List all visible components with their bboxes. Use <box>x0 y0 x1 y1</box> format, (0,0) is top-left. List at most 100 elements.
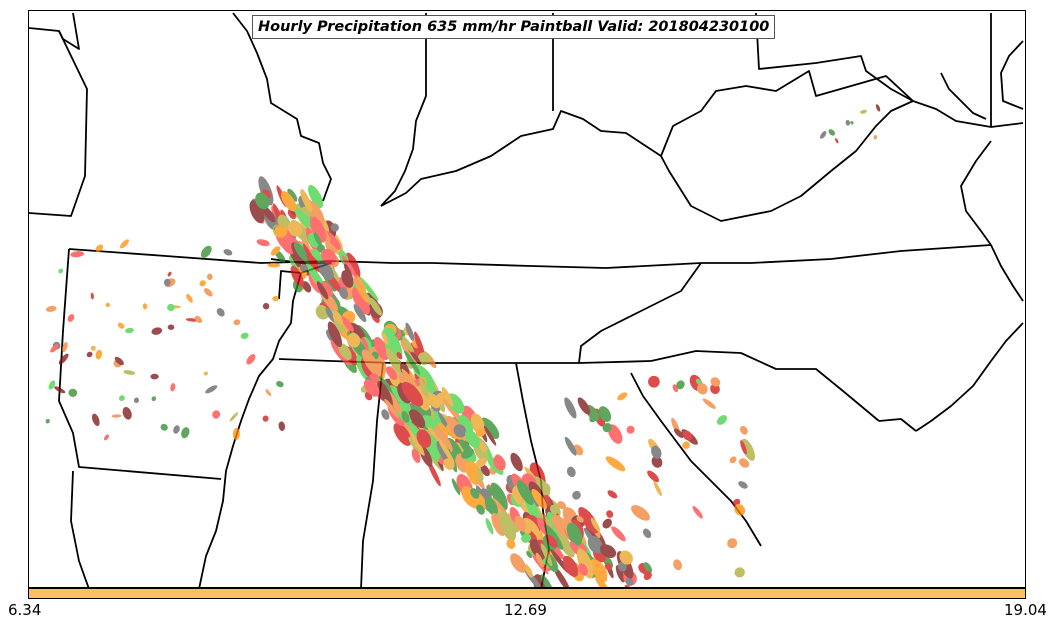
precip-blob <box>478 442 488 452</box>
precip-blob <box>480 464 490 477</box>
precip-blob <box>590 517 601 532</box>
border-mississippi-river-upper <box>232 12 332 202</box>
precip-blob <box>142 303 148 310</box>
precip-blob <box>361 337 369 353</box>
precip-blob <box>606 510 614 518</box>
precip-blob <box>540 543 553 567</box>
precip-blob <box>738 458 750 468</box>
border-louisiana-mississippi <box>70 470 90 587</box>
precip-blob <box>653 480 662 497</box>
precip-blob <box>270 246 281 256</box>
precip-blob <box>396 352 403 360</box>
precip-blob <box>414 331 425 358</box>
precip-blob <box>464 460 479 480</box>
precip-blob <box>587 535 603 554</box>
precip-blob <box>317 261 334 281</box>
colorbar-tick-max: 19.04 <box>1004 601 1047 619</box>
precip-blob <box>697 383 708 395</box>
precip-blob <box>301 239 311 252</box>
precip-blob <box>361 349 381 377</box>
precip-blob <box>86 351 93 358</box>
precip-blob <box>535 552 544 568</box>
precip-blob <box>594 572 611 587</box>
precip-blob <box>339 287 349 299</box>
precip-blob <box>873 135 878 140</box>
precip-blob <box>181 427 190 439</box>
precip-blob <box>651 455 663 468</box>
precip-blob <box>486 485 493 496</box>
border-virginia-dc <box>940 72 987 120</box>
border-iowa-missouri <box>29 27 88 217</box>
precip-blob <box>363 379 380 397</box>
precip-blob <box>860 109 867 114</box>
border-kentucky-virginia-tip <box>578 262 702 364</box>
precip-blob <box>345 252 361 279</box>
map-canvas <box>29 12 1024 587</box>
border-kentucky-tennessee <box>68 244 992 269</box>
precip-blob <box>272 295 279 302</box>
precip-blob <box>347 333 361 348</box>
precip-blob <box>95 349 103 360</box>
precip-blob <box>353 277 363 290</box>
precip-blob <box>617 561 627 572</box>
precip-blob <box>589 559 608 580</box>
precip-blob <box>437 438 455 465</box>
precip-blob <box>521 533 532 543</box>
precip-blob <box>605 456 626 472</box>
precip-blob <box>212 410 221 419</box>
precip-blob <box>727 538 738 549</box>
precip-blob <box>526 550 532 559</box>
precip-blob <box>409 428 425 456</box>
precip-blob <box>576 548 594 579</box>
precip-blob <box>461 448 475 459</box>
precip-blob <box>274 225 288 238</box>
precip-blob <box>384 398 400 419</box>
precip-blob <box>62 341 68 353</box>
border-delmarva <box>1000 40 1024 110</box>
precip-blob <box>875 104 881 112</box>
precip-blob <box>499 511 517 542</box>
precip-blob <box>123 370 136 375</box>
border-illinois-indiana <box>380 13 427 207</box>
precip-blob <box>576 515 584 523</box>
precip-blob <box>167 271 172 277</box>
precip-blob <box>578 507 599 534</box>
precip-blob <box>734 567 745 578</box>
precip-blob <box>617 392 628 401</box>
precip-blob <box>427 393 441 409</box>
precip-blob <box>50 344 59 353</box>
precip-blob <box>411 351 421 365</box>
precip-blob <box>510 452 523 472</box>
precip-blob <box>223 249 233 256</box>
precip-blob <box>114 356 124 366</box>
precip-blob <box>151 396 157 402</box>
border-nc-coast <box>915 322 1024 432</box>
precip-blob <box>642 528 652 539</box>
precip-blob <box>45 305 57 312</box>
border-virginia-nc-east <box>990 244 1024 302</box>
precip-blob <box>405 322 415 342</box>
precip-blob <box>95 244 104 253</box>
precip-blob <box>302 281 312 293</box>
precip-blob <box>120 239 129 249</box>
precip-blob <box>692 506 703 519</box>
precip-blob <box>163 278 171 287</box>
precip-blob <box>540 574 553 587</box>
precip-blob <box>316 281 329 300</box>
precip-blob <box>68 388 78 397</box>
precip-blob <box>265 389 272 397</box>
precip-blob <box>411 448 421 463</box>
precip-blob <box>45 418 50 424</box>
paintball-layer <box>45 104 881 587</box>
precip-blob <box>485 518 494 535</box>
precip-blob <box>401 410 410 423</box>
precip-blob <box>325 307 336 323</box>
map-title: Hourly Precipitation 635 mm/hr Paintball… <box>252 15 776 39</box>
precip-blob <box>233 319 241 326</box>
border-wv-kentucky <box>660 155 832 222</box>
precip-blob <box>417 352 431 365</box>
border-chesapeake <box>960 140 992 246</box>
border-west-virginia <box>660 70 914 157</box>
precip-blob <box>615 565 625 583</box>
precip-blob <box>356 284 369 304</box>
